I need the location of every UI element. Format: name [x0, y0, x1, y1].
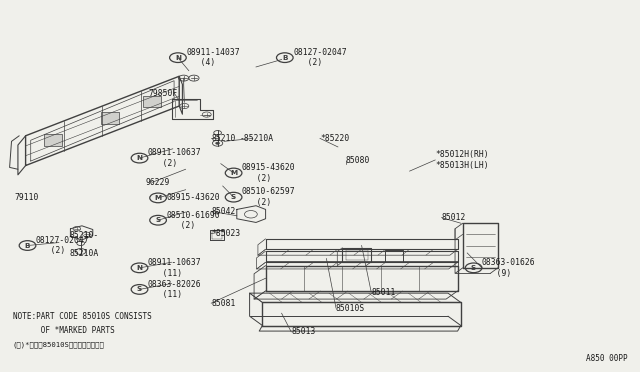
Text: 96229: 96229: [146, 178, 170, 187]
Text: S: S: [231, 194, 236, 200]
Text: *85013H(LH): *85013H(LH): [435, 161, 489, 170]
Text: 85210-: 85210-: [69, 231, 99, 240]
Text: 08510-62597
   (2): 08510-62597 (2): [242, 187, 296, 207]
Text: N: N: [136, 155, 143, 161]
Text: 85042: 85042: [211, 207, 236, 216]
Text: 85012: 85012: [442, 213, 466, 222]
Text: OF *MARKED PARTS: OF *MARKED PARTS: [13, 326, 115, 335]
Text: 08911-10637
   (11): 08911-10637 (11): [148, 258, 202, 278]
Text: N: N: [136, 265, 143, 271]
Text: 85210A: 85210A: [69, 249, 99, 258]
Text: B: B: [25, 243, 30, 248]
Text: 85081: 85081: [211, 299, 236, 308]
Text: S: S: [156, 217, 161, 223]
Text: S: S: [137, 286, 142, 292]
Bar: [143, 96, 161, 108]
Bar: [44, 134, 62, 145]
Text: 08915-43620: 08915-43620: [166, 193, 220, 202]
Text: 08510-61690
   (2): 08510-61690 (2): [166, 211, 220, 230]
Text: *85012H(RH): *85012H(RH): [435, 150, 489, 159]
Text: 85013: 85013: [291, 327, 316, 336]
Text: N: N: [175, 55, 181, 61]
Text: A850 00PP: A850 00PP: [586, 354, 627, 363]
Text: M: M: [230, 170, 237, 176]
Text: 85210: 85210: [211, 134, 236, 143]
Text: 08127-02047
   (2): 08127-02047 (2): [293, 48, 347, 67]
Text: (注)*印は、85010Sの構成部品です。: (注)*印は、85010Sの構成部品です。: [13, 341, 105, 348]
Text: 08911-14037
   (4): 08911-14037 (4): [186, 48, 240, 67]
Text: 85080: 85080: [346, 156, 370, 165]
Text: *85023: *85023: [211, 229, 241, 238]
Text: 08363-82026
   (11): 08363-82026 (11): [148, 280, 202, 299]
Text: -85210A: -85210A: [240, 134, 274, 143]
Text: S: S: [471, 265, 476, 271]
Text: 79850F: 79850F: [148, 89, 178, 97]
Text: 85010S: 85010S: [336, 304, 365, 312]
Text: 85011: 85011: [371, 288, 396, 296]
Text: *85220: *85220: [320, 134, 349, 143]
Circle shape: [216, 142, 220, 144]
Text: 79110: 79110: [15, 193, 39, 202]
Text: 08915-43620
   (2): 08915-43620 (2): [242, 163, 296, 183]
Text: 08911-10637
   (2): 08911-10637 (2): [148, 148, 202, 168]
Text: B: B: [282, 55, 287, 61]
Text: M: M: [154, 195, 162, 201]
Text: NOTE:PART CODE 85010S CONSISTS: NOTE:PART CODE 85010S CONSISTS: [13, 312, 152, 321]
Bar: [101, 112, 119, 124]
Text: 08127-02047
   (2): 08127-02047 (2): [36, 236, 90, 255]
Text: 08363-01626
   (9): 08363-01626 (9): [482, 258, 536, 278]
